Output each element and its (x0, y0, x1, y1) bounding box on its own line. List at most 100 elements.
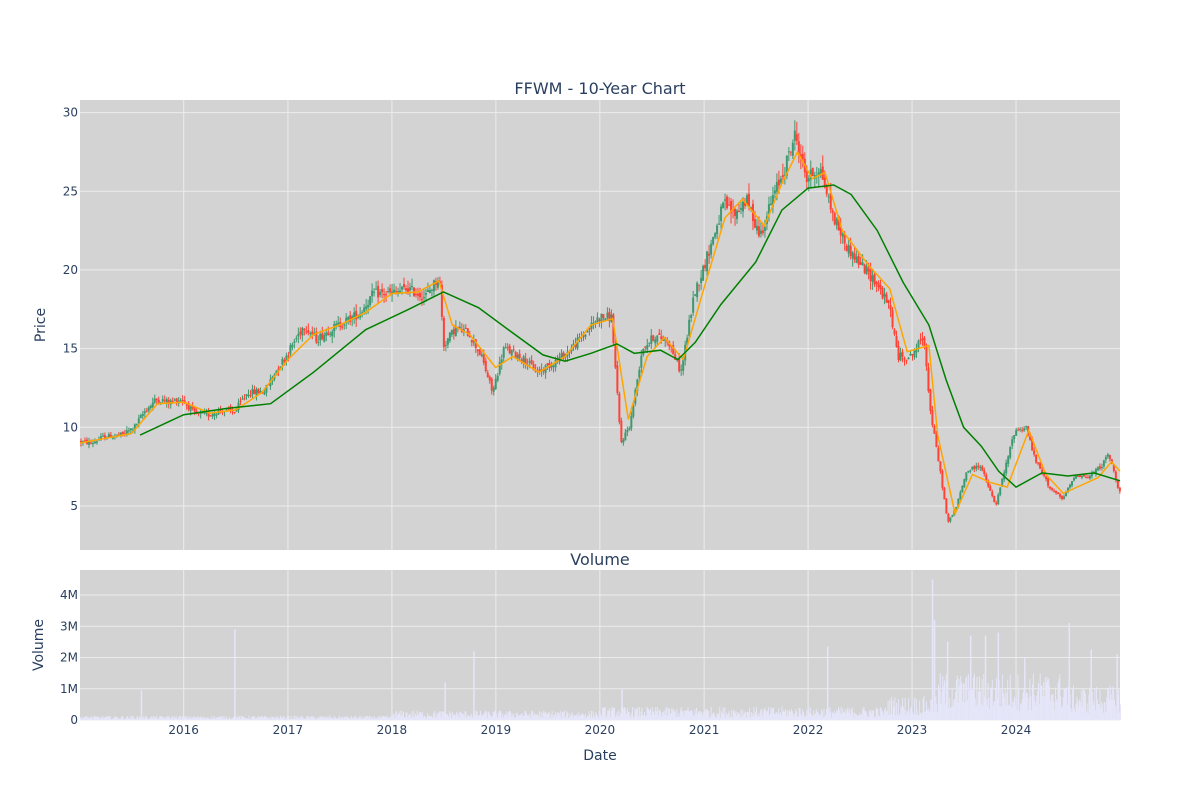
volume-bar (597, 717, 599, 720)
volume-bar (876, 708, 878, 720)
candle-body (209, 415, 212, 417)
volume-bar (1077, 701, 1079, 720)
volume-bar (531, 710, 533, 720)
volume-bar (713, 712, 715, 720)
volume-bar (866, 712, 868, 720)
volume-bar (941, 691, 943, 720)
volume-bar (298, 718, 300, 720)
candle-body (927, 367, 930, 392)
volume-bar (993, 701, 995, 720)
volume-bar (386, 717, 388, 720)
candle-body (628, 428, 631, 430)
candle-body (1005, 462, 1008, 474)
volume-bar (422, 717, 424, 720)
volume-bar (914, 698, 916, 720)
candle-body (211, 414, 214, 417)
volume-bar (903, 709, 905, 720)
volume-bar (97, 716, 99, 720)
candle-body (424, 293, 427, 295)
volume-bar (705, 708, 707, 720)
volume-bar (401, 710, 403, 720)
volume-bar (620, 712, 622, 720)
volume-bar (1036, 695, 1038, 720)
volume-bar (277, 716, 279, 720)
volume-bar (407, 717, 409, 720)
volume-bar (428, 715, 430, 720)
volume-bar (832, 713, 834, 720)
volume-bar (81, 719, 83, 720)
candle-body (831, 210, 834, 213)
volume-bar (634, 708, 636, 720)
volume-subplot-title: Volume (570, 550, 630, 569)
volume-bar (824, 716, 826, 720)
candle-body (1019, 428, 1022, 430)
volume-bar (366, 715, 368, 720)
candle-body (462, 329, 465, 332)
volume-bar (846, 709, 848, 720)
volume-bar (703, 715, 705, 720)
candle-body (371, 290, 374, 297)
volume-bar (555, 711, 557, 720)
volume-bar (1039, 673, 1041, 720)
volume-bar (472, 717, 474, 720)
volume-bar-spike (621, 688, 623, 720)
candle-body (1057, 492, 1060, 495)
volume-bar (297, 718, 299, 720)
volume-bar-spike (140, 690, 143, 720)
volume-bar (1037, 683, 1039, 720)
volume-bar (554, 714, 556, 720)
candle-body (377, 285, 380, 298)
candle-body (496, 375, 499, 381)
candle-body (353, 312, 356, 318)
volume-bar (895, 715, 897, 720)
candle-body (329, 333, 332, 335)
price-y-tick-label: 15 (63, 342, 78, 356)
candle-body (1112, 464, 1115, 472)
volume-bar (1047, 680, 1049, 720)
volume-bar (817, 711, 819, 720)
candle-body (464, 327, 467, 329)
volume-bar (180, 719, 182, 720)
volume-bar (957, 702, 959, 720)
volume-bar (671, 708, 673, 720)
candle-body (309, 332, 312, 335)
candle-body (297, 333, 300, 337)
volume-bar (928, 711, 930, 720)
candle-body (616, 365, 619, 393)
volume-bar (133, 718, 135, 720)
volume-bar (116, 716, 118, 720)
volume-bar (203, 718, 205, 720)
volume-bar (1080, 690, 1082, 720)
volume-bar (439, 711, 441, 720)
volume-bar (749, 717, 751, 720)
candle-body (498, 362, 501, 374)
candle-body (1047, 478, 1050, 486)
volume-bar (162, 717, 164, 720)
candle-body (771, 195, 774, 207)
candle-body (303, 329, 306, 331)
candle-body (817, 172, 820, 176)
volume-bar (684, 710, 686, 720)
volume-bar (1040, 685, 1042, 720)
volume-bar (236, 718, 238, 720)
candle-body (492, 387, 495, 392)
volume-bar (627, 711, 629, 720)
volume-bar (535, 714, 537, 720)
volume-bar (775, 712, 777, 720)
volume-bar (595, 712, 597, 720)
candle-body (596, 317, 599, 322)
candle-body (843, 234, 846, 244)
volume-bar (387, 716, 389, 720)
volume-bar (1049, 685, 1051, 720)
volume-bar (727, 712, 729, 720)
volume-bar (750, 711, 752, 720)
candle-body (245, 394, 248, 397)
volume-bar (617, 716, 619, 720)
volume-bar (396, 711, 398, 720)
volume-bar (606, 715, 608, 720)
volume-bar (867, 716, 869, 720)
volume-bar (745, 717, 747, 720)
volume-bar (383, 716, 385, 720)
candle-body (127, 430, 130, 432)
